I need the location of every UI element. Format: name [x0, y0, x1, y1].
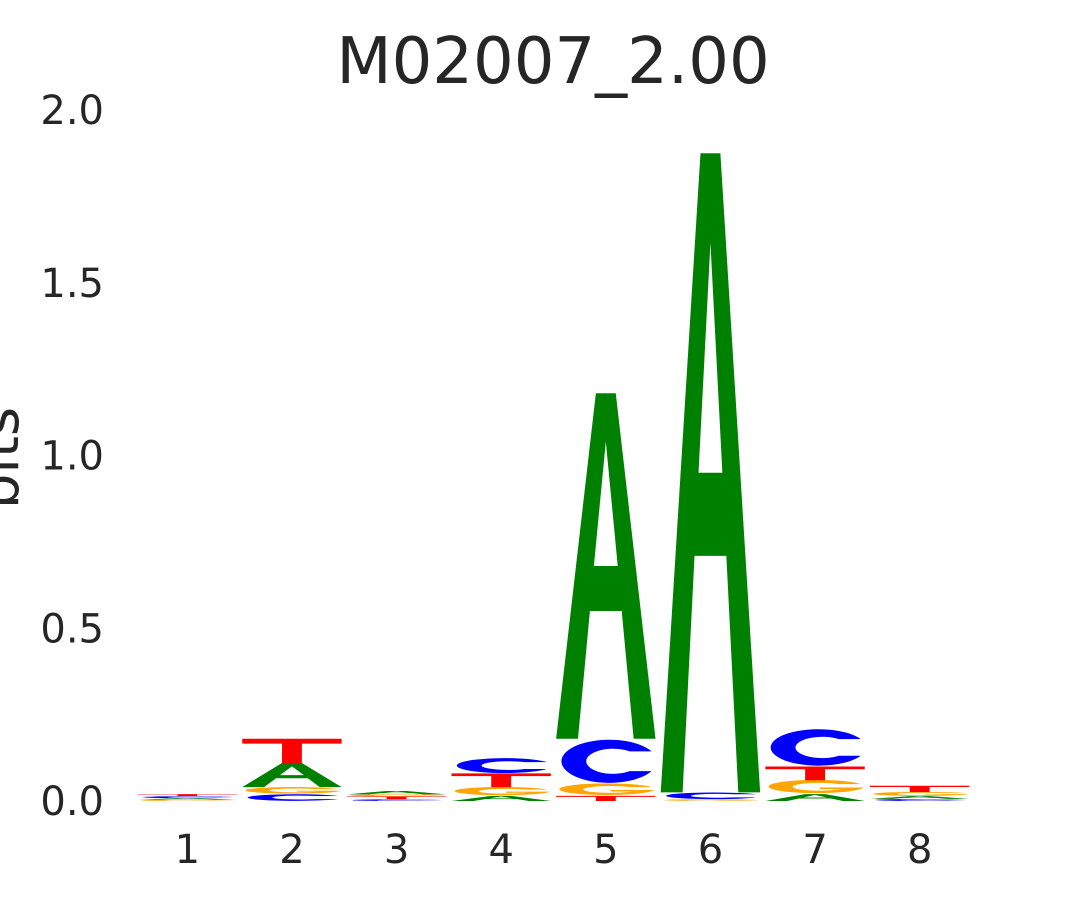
logo-letter-g [245, 786, 340, 794]
logo-letter-c [561, 739, 652, 783]
logo-letter-c [142, 796, 234, 799]
y-tick-label: 1.5 [40, 261, 104, 307]
logo-letter-t [869, 785, 970, 793]
y-axis-ticks: 0.0 0.5 1.0 1.5 2.0 [40, 88, 104, 825]
logo-letter-g [873, 791, 968, 796]
letter-stacks [137, 153, 970, 801]
logo-letter-t [451, 773, 551, 788]
logo-letter-g [559, 783, 654, 796]
logo-letter-g [663, 799, 759, 801]
logo-letter-c [456, 758, 547, 774]
x-tick-label: 3 [384, 827, 409, 873]
logo-letter-a [137, 798, 238, 800]
y-tick-label: 0.0 [40, 779, 104, 825]
logo-letter-a [242, 762, 342, 788]
logo-letter-a [346, 790, 447, 795]
x-axis-ticks: 1 2 3 4 5 6 7 8 [175, 827, 933, 873]
logo-letter-g [140, 799, 236, 801]
logo-letter-a [869, 796, 970, 799]
x-tick-label: 5 [593, 827, 618, 873]
logo-letter-c [247, 794, 338, 801]
y-tick-label: 0.5 [40, 606, 104, 652]
x-tick-label: 1 [175, 827, 200, 873]
logo-letter-c [352, 799, 443, 801]
logo-letter-c [875, 798, 966, 801]
logo-letter-g [768, 779, 863, 794]
logo-letter-a [451, 795, 551, 801]
logo-letter-g [350, 794, 445, 797]
logo-letter-t [346, 796, 447, 800]
y-axis-label: bits [0, 407, 32, 509]
x-tick-label: 7 [802, 827, 827, 873]
x-tick-label: 8 [907, 827, 932, 873]
logo-letter-c [666, 792, 757, 800]
logo-letter-t [556, 795, 656, 801]
y-tick-label: 2.0 [40, 88, 104, 134]
logo-letter-c [770, 729, 861, 766]
x-tick-label: 4 [488, 827, 513, 873]
x-tick-label: 2 [279, 827, 304, 873]
logo-letter-g [454, 786, 549, 796]
logo-letter-a [765, 794, 865, 801]
logo-letter-t [242, 738, 342, 763]
logo-letter-t [765, 766, 865, 781]
logo-letter-a [556, 393, 656, 739]
logo-letter-a [660, 153, 761, 793]
x-tick-label: 6 [698, 827, 723, 873]
y-tick-label: 1.0 [40, 434, 104, 480]
chart-title: M02007_2.00 [336, 25, 769, 99]
logo-letter-t [137, 794, 238, 797]
